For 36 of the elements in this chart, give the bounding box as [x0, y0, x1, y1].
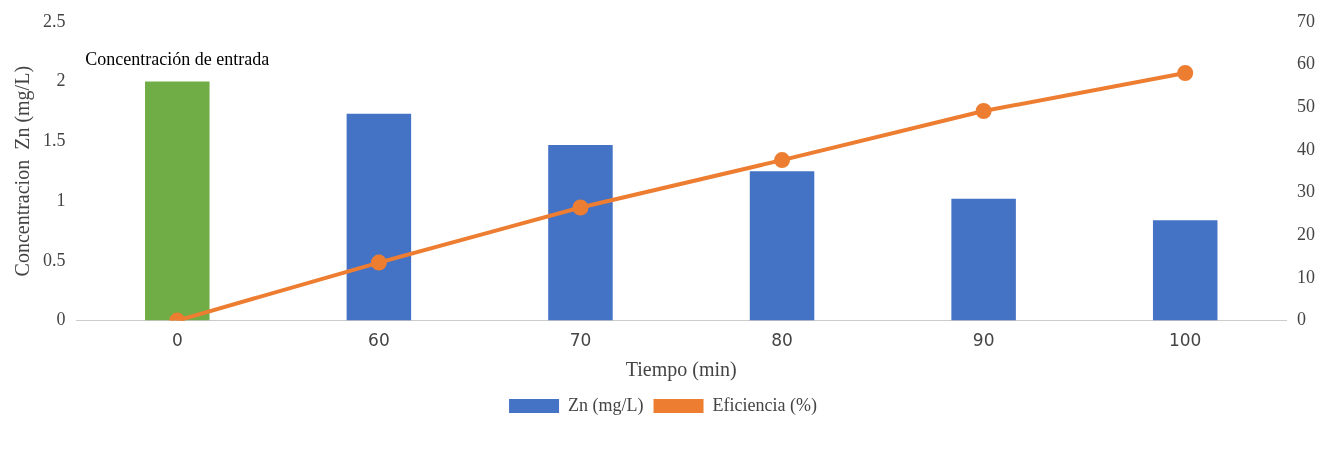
point	[774, 152, 791, 169]
bar	[749, 171, 815, 321]
bar	[548, 144, 613, 321]
y2-tick-label: 50	[1297, 95, 1315, 116]
y2-tick-label: 0	[1297, 309, 1306, 330]
y-tick-label: 0.5	[43, 249, 66, 270]
bar	[145, 81, 210, 321]
y-tick-label: 2	[56, 70, 66, 91]
bar	[1152, 220, 1218, 321]
y-tick-label: 0	[56, 309, 66, 330]
y2-tick-label: 60	[1297, 53, 1315, 74]
y2-tick-label: 40	[1297, 138, 1315, 159]
legend-label: Eficiencia (%)	[712, 394, 817, 416]
point	[1177, 65, 1194, 82]
y2-tick-label: 20	[1297, 223, 1315, 244]
y-tick-label: 1.5	[43, 130, 66, 151]
y2-tick-label: 10	[1297, 266, 1315, 287]
x-axis-title: Tiempo (min)	[625, 358, 737, 382]
y-axis-title: Concentracion Zn (mg/L)	[11, 65, 35, 277]
bar	[346, 113, 412, 321]
legend-label: Zn (mg/L)	[568, 394, 644, 416]
y2-tick-label: 70	[1297, 10, 1315, 31]
x-tick-label: 0	[171, 330, 183, 351]
point	[370, 254, 387, 271]
point	[975, 103, 992, 120]
x-tick-label: 80	[771, 330, 793, 351]
x-tick-label: 100	[1168, 330, 1202, 351]
y2-tick-label: 30	[1297, 181, 1315, 202]
x-tick-label: 70	[569, 330, 592, 351]
annotation: Concentración de entrada	[85, 49, 270, 70]
x-tick-label: 90	[972, 330, 995, 351]
y-tick-label: 2.5	[43, 10, 66, 31]
x-tick-label: 60	[368, 330, 390, 351]
bar	[951, 198, 1016, 321]
y-tick-label: 1	[56, 189, 66, 210]
point	[572, 199, 589, 216]
